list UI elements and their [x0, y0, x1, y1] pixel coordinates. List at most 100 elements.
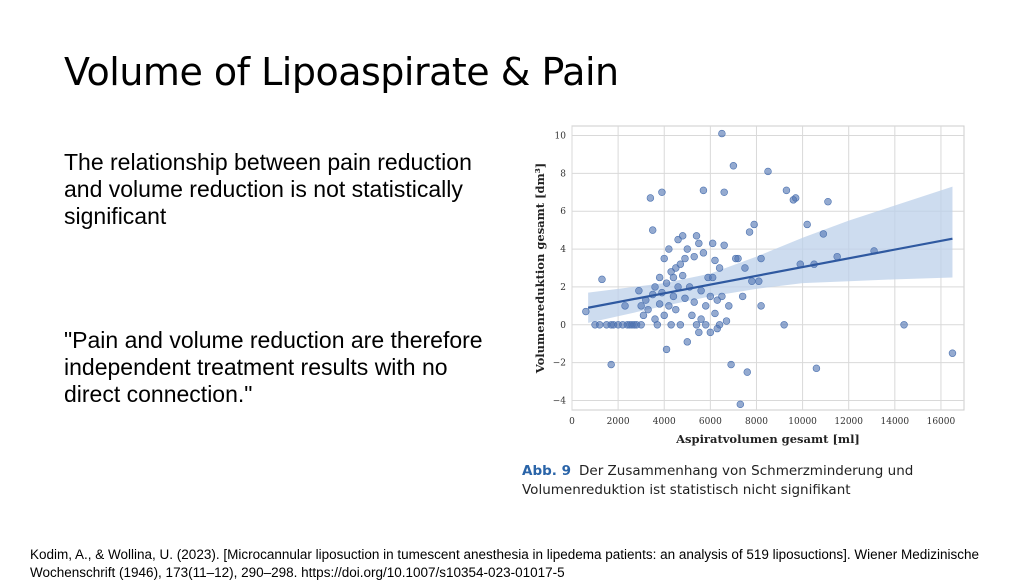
data-point	[734, 254, 742, 263]
data-point	[637, 321, 645, 329]
caption-label: Abb. 9	[522, 463, 571, 479]
data-point	[720, 241, 728, 249]
data-point	[699, 186, 708, 195]
data-point	[736, 400, 745, 409]
data-point	[667, 321, 675, 329]
data-point	[635, 287, 643, 295]
data-points	[582, 129, 957, 409]
data-point	[715, 321, 724, 329]
data-point	[741, 264, 749, 272]
data-point	[695, 328, 703, 337]
data-point	[646, 194, 655, 202]
data-point	[662, 279, 671, 287]
y-tick-label: 2	[560, 283, 566, 293]
data-point	[722, 317, 731, 325]
scatter-chart: 0 2000 4000 6000 8000 10000 12000 14000 16000 −4…	[510, 120, 970, 460]
x-tick-label: 8000	[745, 417, 768, 427]
regression-line	[587, 237, 953, 309]
y-tick-label: −4	[553, 397, 567, 407]
data-point	[678, 271, 687, 280]
slide-title: Volume of Lipoaspirate & Pain	[64, 50, 619, 94]
data-point	[708, 273, 717, 282]
data-point	[791, 194, 800, 202]
data-point	[681, 254, 689, 263]
data-point	[745, 228, 754, 236]
data-point	[803, 220, 811, 229]
y-tick-label: 10	[555, 131, 567, 141]
data-point	[729, 162, 738, 170]
data-point	[782, 186, 791, 195]
data-point	[653, 321, 662, 329]
data-point	[706, 328, 715, 337]
data-point	[755, 277, 763, 285]
data-point	[695, 239, 703, 248]
data-point	[582, 307, 590, 316]
figure-caption: Abb. 9 Der Zusammenhang von Schmerzminder…	[522, 462, 992, 500]
data-point	[720, 188, 728, 196]
data-point	[900, 321, 908, 329]
data-point	[757, 254, 765, 263]
data-point	[658, 188, 666, 196]
y-tick-label: 0	[560, 321, 566, 331]
paragraph-quote: "Pain and volume reduction are therefore…	[64, 327, 483, 407]
data-point	[660, 254, 668, 263]
data-point	[718, 129, 726, 138]
data-point	[692, 321, 701, 329]
data-point	[683, 338, 691, 346]
scatter-chart-svg: 0 2000 4000 6000 8000 10000 12000 14000 16000 −4…	[533, 125, 965, 446]
y-axis-label: Volumenreduktion gesamt [dm³]	[533, 163, 547, 374]
data-point	[655, 273, 664, 282]
data-point	[699, 249, 708, 257]
x-tick-label: 4000	[653, 417, 676, 427]
data-point	[727, 360, 735, 369]
data-point	[812, 364, 821, 373]
data-point	[595, 321, 604, 329]
x-tick-label: 0	[569, 417, 575, 427]
data-point	[660, 311, 668, 320]
data-point	[780, 321, 788, 329]
data-point	[669, 273, 678, 282]
data-point	[692, 232, 701, 240]
data-point	[672, 305, 680, 314]
y-tick-label: 6	[560, 207, 566, 217]
data-point	[621, 302, 629, 310]
y-tick-label: 4	[560, 245, 566, 255]
x-tick-labels: 0 2000 4000 6000 8000 10000 12000 14000 16000	[569, 417, 955, 427]
data-point	[702, 321, 710, 329]
data-point	[738, 292, 747, 301]
data-point	[743, 368, 751, 376]
data-point	[637, 302, 645, 310]
data-point	[702, 302, 710, 310]
data-point	[948, 349, 957, 357]
data-point	[706, 292, 715, 301]
data-point	[725, 302, 733, 310]
data-point	[688, 311, 696, 320]
y-tick-label: −2	[553, 359, 566, 369]
data-point	[718, 292, 726, 301]
data-point	[715, 264, 724, 272]
x-tick-label: 2000	[607, 417, 630, 427]
data-point	[678, 232, 687, 240]
data-point	[757, 302, 765, 310]
data-point	[750, 220, 758, 229]
data-point	[683, 245, 691, 253]
data-point	[697, 287, 705, 295]
data-point	[639, 311, 648, 320]
citation: Kodim, A., & Wollina, U. (2023). [Microc…	[30, 547, 979, 580]
data-point	[764, 167, 772, 176]
data-point	[819, 230, 828, 238]
data-point	[697, 315, 705, 323]
y-tick-labels: −4 −2 0 2 4 6 8 10	[553, 131, 567, 406]
x-tick-label: 10000	[788, 417, 817, 427]
data-point	[824, 198, 832, 206]
data-point	[711, 309, 719, 318]
data-point	[676, 260, 685, 268]
data-point	[681, 294, 689, 302]
caption-text: Der Zusammenhang von Schmerzminderung un…	[522, 463, 914, 498]
data-point	[662, 345, 671, 354]
data-point	[676, 321, 685, 329]
data-point	[711, 256, 719, 265]
y-tick-label: 8	[560, 169, 566, 179]
x-axis-label: Aspiratvolumen gesamt [ml]	[675, 432, 860, 446]
data-point	[651, 283, 659, 291]
